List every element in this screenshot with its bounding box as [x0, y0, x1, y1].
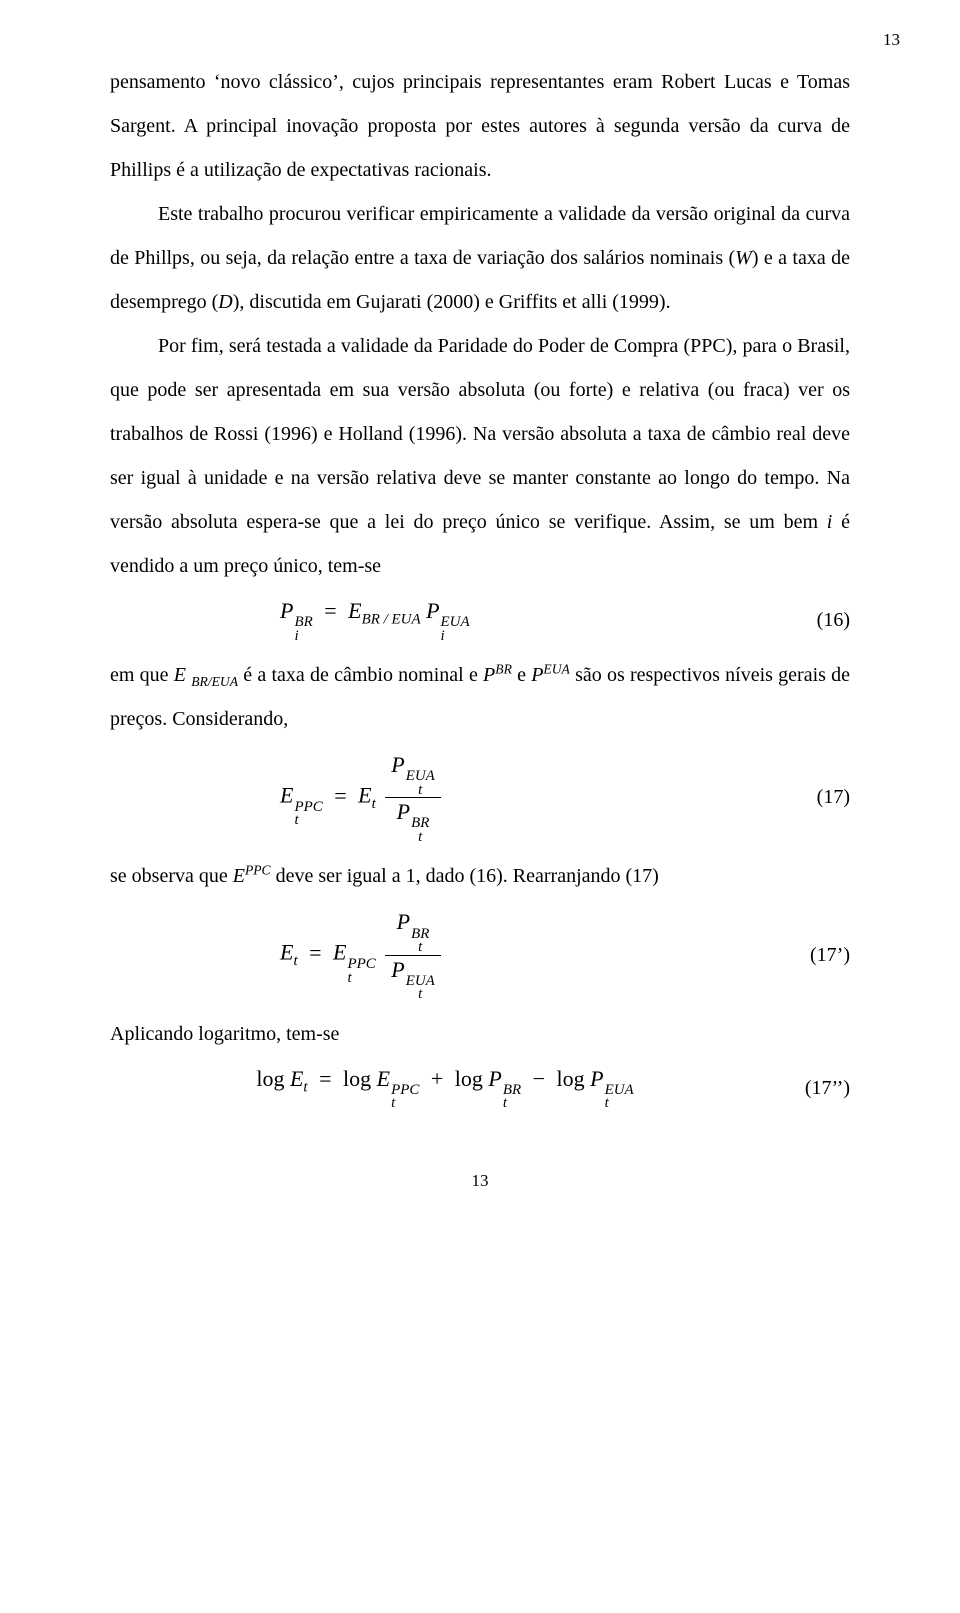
eq16-E-sub: BR / EUA	[362, 611, 421, 627]
eq17-E1: E	[280, 783, 293, 808]
eq17pp-plus: +	[431, 1066, 443, 1091]
eq17pp-E2-sub: t	[391, 1097, 419, 1110]
eq17pp-E1-sub: t	[303, 1079, 307, 1095]
eq16-E: E	[348, 598, 361, 623]
equation-17pp-row: log Et = log EPPCt + log PBRt − log PEUA…	[110, 1066, 850, 1111]
eq17pp-P1-sub: t	[503, 1097, 521, 1110]
page-number-bottom: 13	[110, 1171, 850, 1191]
equation-17p-row: Et = EPPCt PBRt PEUAt (17’)	[110, 908, 850, 1001]
paragraph-4: em que E BR/EUA é a taxa de câmbio nomin…	[110, 653, 850, 741]
eq17p-eq: =	[309, 940, 321, 965]
eq17p-den-P: P	[391, 957, 404, 982]
page: 13 pensamento ‘novo clássico’, cujos pri…	[0, 0, 960, 1613]
equation-17p: Et = EPPCt PBRt PEUAt	[110, 908, 780, 1001]
eq17-den-P: P	[397, 799, 410, 824]
eq17pp-E2: E	[377, 1066, 390, 1091]
eq17-eq: =	[334, 783, 346, 808]
paragraph-6: Aplicando logaritmo, tem-se	[110, 1012, 850, 1056]
eq17pp-P2: P	[590, 1066, 603, 1091]
eq17pp-P2-sub: t	[605, 1097, 634, 1110]
eq17-num-P: P	[391, 752, 404, 777]
eq17pp-eq: =	[319, 1066, 331, 1091]
paragraph-2: Este trabalho procurou verificar empiric…	[110, 192, 850, 324]
eq17pp-P1: P	[488, 1066, 501, 1091]
eq17pp-E1: E	[290, 1066, 303, 1091]
eq17-num-sub: t	[406, 784, 435, 797]
equation-17-number: (17)	[780, 786, 850, 809]
eq17p-num-P: P	[397, 909, 410, 934]
equation-16-row: PBRi = EBR / EUA PEUAi (16)	[110, 598, 850, 643]
para4-E: E	[174, 664, 186, 686]
eq16-P2-sub: i	[441, 630, 470, 643]
paragraph-5: se observa que EPPC deve ser igual a 1, …	[110, 854, 850, 898]
eq17pp-minus: −	[533, 1066, 545, 1091]
eq17-frac: PEUAt PBRt	[385, 751, 441, 844]
eq17p-E1-sub: t	[293, 953, 297, 969]
equation-17pp: log Et = log EPPCt + log PBRt − log PEUA…	[110, 1066, 780, 1111]
para5-a: se observa que	[110, 865, 233, 887]
eq16-P2-sup: EUA	[441, 616, 470, 629]
para4-b: é a taxa de câmbio nominal e	[238, 664, 483, 686]
equation-17-row: EPPCt = Et PEUAt PBRt (17)	[110, 751, 850, 844]
para5-b: deve ser igual a 1, dado (16). Rearranja…	[271, 865, 659, 887]
eq16-eq: =	[324, 598, 336, 623]
eq16-P2: P	[426, 598, 439, 623]
para4-PBR-sup: BR	[495, 661, 512, 676]
equation-16-number: (16)	[780, 609, 850, 632]
para5-E: E	[233, 865, 245, 887]
paragraph-3: Por fim, será testada a validade da Pari…	[110, 324, 850, 588]
eq17p-frac: PBRt PEUAt	[385, 908, 441, 1001]
para5-E-sup: PPC	[245, 863, 271, 878]
eq17pp-log2: log	[343, 1066, 371, 1091]
para4-PEUA-sup: EUA	[543, 661, 569, 676]
eq16-P1: P	[280, 598, 293, 623]
symbol-D: D	[218, 291, 232, 313]
para1-text: pensamento ‘novo clássico’, cujos princi…	[110, 71, 850, 181]
para4-E-sub: BR/EUA	[191, 674, 238, 689]
para2-c: ), discutida em Gujarati (2000) e Griffi…	[233, 291, 671, 313]
paragraph-1: pensamento ‘novo clássico’, cujos princi…	[110, 60, 850, 192]
eq17-E2: E	[358, 783, 371, 808]
eq17p-E1: E	[280, 940, 293, 965]
para4-PBR: P	[483, 664, 495, 686]
eq17pp-log3: log	[455, 1066, 483, 1091]
eq17p-E2-sub: t	[347, 972, 375, 985]
eq17p-den-sub: t	[406, 988, 435, 1001]
equation-16: PBRi = EBR / EUA PEUAi	[110, 598, 780, 643]
symbol-W: W	[735, 247, 752, 269]
eq17pp-E2-sup: PPC	[391, 1084, 419, 1097]
para3-a: Por fim, será testada a validade da Pari…	[110, 335, 850, 533]
eq17p-num-sub: t	[411, 941, 429, 954]
eq17-E1-sub: t	[294, 814, 322, 827]
eq17p-E2: E	[333, 940, 346, 965]
para4-a: em que	[110, 664, 174, 686]
equation-17pp-number: (17’’)	[780, 1077, 850, 1100]
eq17pp-log1: log	[256, 1066, 284, 1091]
para4-PEUA: P	[531, 664, 543, 686]
eq16-P1-sub: i	[294, 630, 312, 643]
para4-c: e	[512, 664, 531, 686]
eq17pp-log4: log	[557, 1066, 585, 1091]
equation-17p-number: (17’)	[780, 944, 850, 967]
eq17-E2-sub: t	[372, 796, 376, 812]
page-number-top: 13	[883, 30, 900, 50]
equation-17: EPPCt = Et PEUAt PBRt	[110, 751, 780, 844]
eq17-den-sub: t	[411, 831, 429, 844]
